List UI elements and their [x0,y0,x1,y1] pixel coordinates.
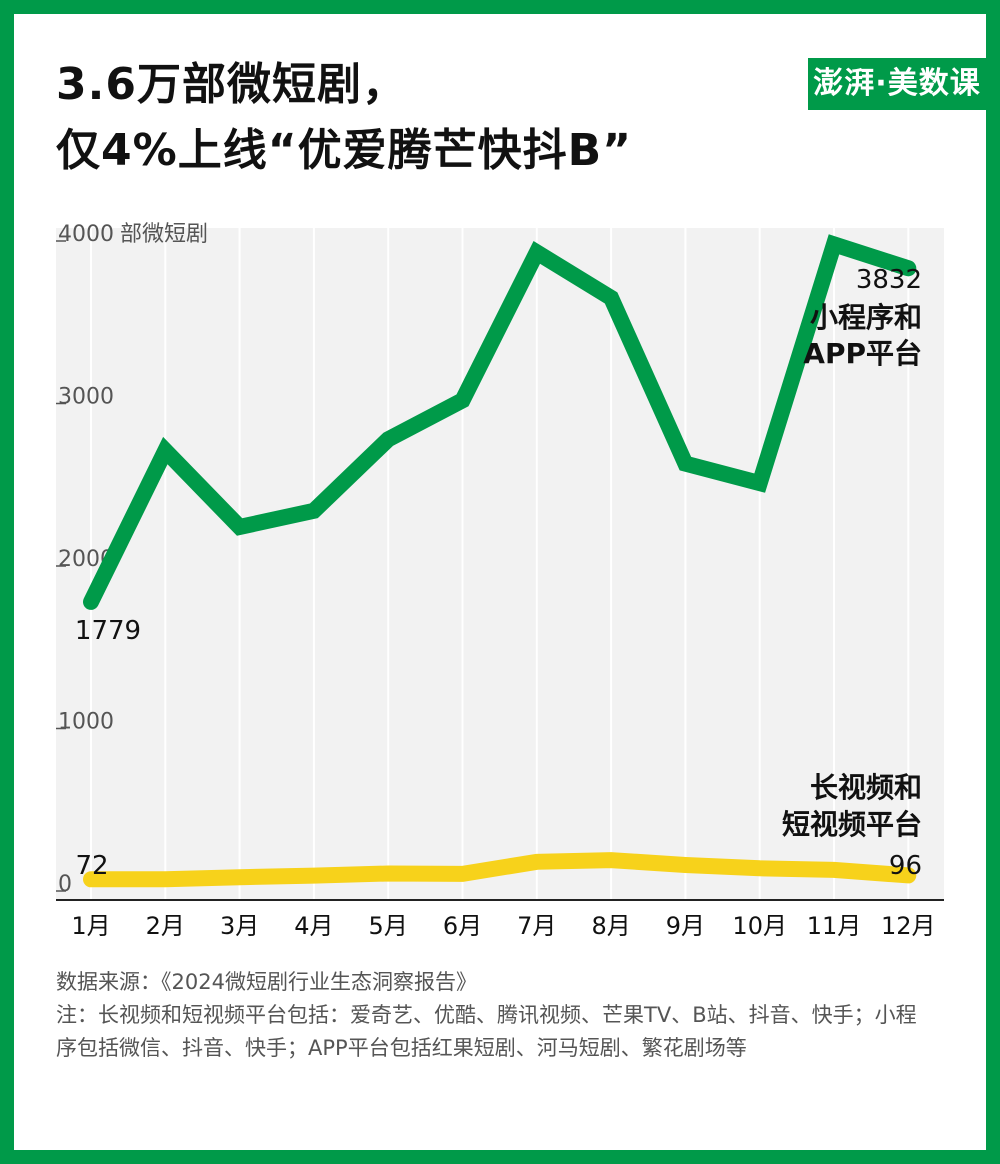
x-tick-label-10: 10月 [732,912,787,940]
yellow-start-label: 72 [75,851,108,881]
x-tick-label-3: 3月 [220,912,259,940]
chart-title: 3.6万部微短剧， 仅4%上线“优爱腾芒快抖B” [56,52,632,184]
y-tick-label-0: 0 [58,872,72,897]
x-tick-label-6: 6月 [443,912,482,940]
green-series-name-line-2: APP平台 [803,337,922,370]
x-tick-label-12: 12月 [881,912,936,940]
data-source: 数据来源：《2024微短剧行业生态洞察报告》 [56,970,477,994]
y-axis-unit-label: 部微短剧 [120,222,208,247]
x-tick-label-11: 11月 [807,912,862,940]
series-line-1 [83,234,917,610]
x-tick-label-2: 2月 [146,912,185,940]
x-tick-label-8: 8月 [591,912,630,940]
yellow-series-name-line-2: 短视频平台 [782,808,922,841]
x-tick-label-9: 9月 [666,912,705,940]
yellow-series-name-line-1: 长视频和 [810,771,922,804]
yellow-end-label: 96 [889,851,922,881]
series-line-2 [83,852,917,888]
footnote: 注：长视频和短视频平台包括：爱奇艺、优酷、腾讯视频、芒果TV、B站、抖音、快手；… [56,1003,917,1060]
x-tick-label-7: 7月 [517,912,556,940]
x-tick-label-4: 4月 [294,912,333,940]
source-note: 数据来源：《2024微短剧行业生态洞察报告》 注：长视频和短视频平台包括：爱奇艺… [56,966,936,1065]
y-tick-label-1000: 1000 [58,710,114,735]
brand-logo: 澎湃·美数课 [808,58,986,110]
green-series-name-line-1: 小程序和 [810,301,922,334]
x-tick-label-1: 1月 [71,912,110,940]
y-tick-label-4000: 4000 [58,222,114,247]
title-line-2: 仅4%上线“优爱腾芒快抖B” [56,125,633,176]
x-tick-label-5: 5月 [369,912,408,940]
y-tick-label-3000: 3000 [58,385,114,410]
title-line-1: 3.6万部微短剧， [56,59,407,110]
green-start-label: 1779 [75,616,141,646]
green-end-label: 3832 [856,265,922,295]
